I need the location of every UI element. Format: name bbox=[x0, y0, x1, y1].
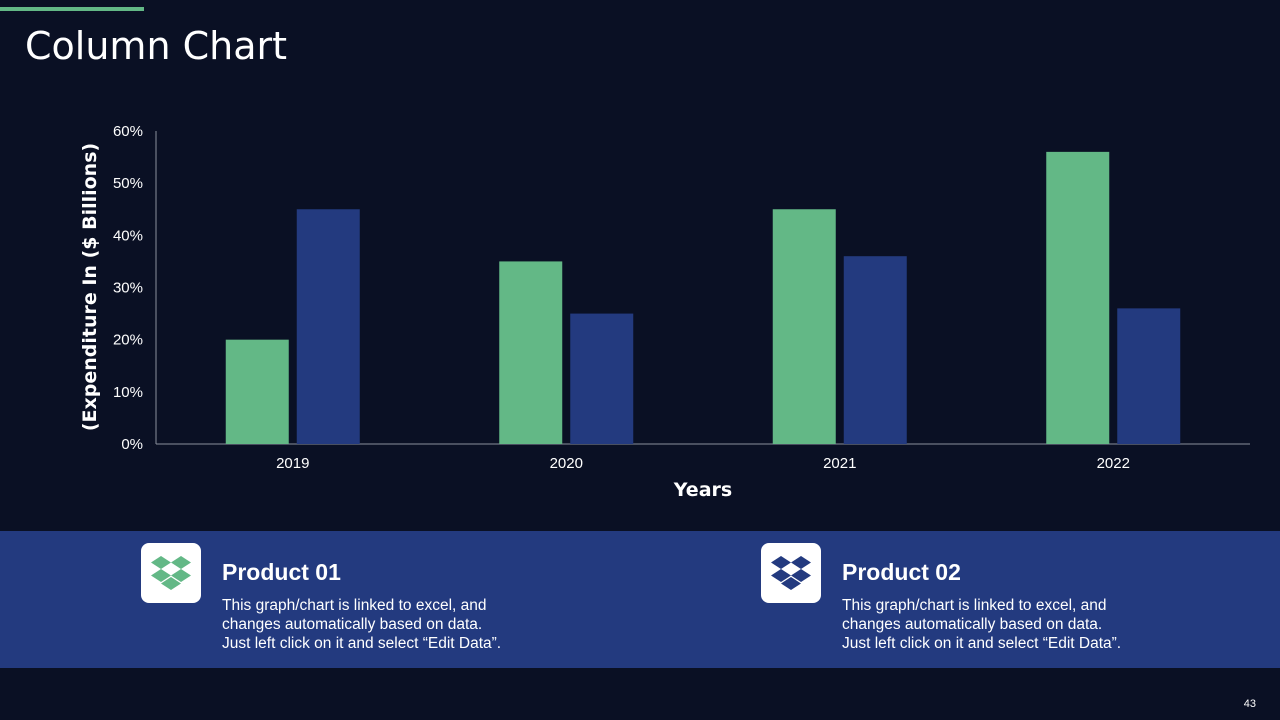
x-axis-title: Years bbox=[673, 479, 732, 501]
product-01-desc-line: This graph/chart is linked to excel, and bbox=[222, 597, 487, 614]
y-tick-label: 50% bbox=[113, 175, 143, 192]
product-02-desc-line: Just left click on it and select “Edit D… bbox=[842, 635, 1122, 652]
product-02-desc-line: changes automatically based on data. bbox=[842, 616, 1103, 633]
product-02-icon-box bbox=[761, 543, 821, 603]
product-02-title: Product 02 bbox=[842, 559, 961, 585]
y-tick-label: 30% bbox=[113, 280, 143, 297]
bars bbox=[225, 151, 1181, 444]
y-tick-label: 60% bbox=[113, 123, 143, 140]
x-tick-label: 2022 bbox=[1097, 455, 1130, 472]
y-tick-label: 0% bbox=[121, 436, 143, 453]
product-01-desc-line: changes automatically based on data. bbox=[222, 616, 483, 633]
bar-2019-series-1[interactable] bbox=[225, 339, 289, 444]
x-tick-label: 2020 bbox=[550, 455, 583, 472]
y-axis-ticks: 0% 10% 20% 30% 40% 50% 60% bbox=[113, 123, 143, 453]
y-tick-label: 40% bbox=[113, 227, 143, 244]
product-02-description: This graph/chart is linked to excel, and… bbox=[842, 596, 1162, 653]
dropbox-icon bbox=[151, 556, 191, 590]
bar-2022-series-1[interactable] bbox=[1046, 151, 1110, 444]
products-band: Product 01 This graph/chart is linked to… bbox=[0, 531, 1280, 668]
product-01-title: Product 01 bbox=[222, 559, 341, 585]
bar-2021-series-2[interactable] bbox=[843, 256, 907, 444]
title-accent-line bbox=[0, 7, 144, 11]
product-02-desc-line: This graph/chart is linked to excel, and bbox=[842, 597, 1107, 614]
x-tick-label: 2021 bbox=[823, 455, 856, 472]
y-tick-label: 10% bbox=[113, 384, 143, 401]
slide-title: Column Chart bbox=[25, 24, 288, 68]
bar-2019-series-2[interactable] bbox=[296, 209, 360, 444]
product-01-description: This graph/chart is linked to excel, and… bbox=[222, 596, 542, 653]
y-axis-title: (Expenditure In ($ Billions) bbox=[79, 143, 101, 431]
dropbox-icon bbox=[771, 556, 811, 590]
bar-2020-series-1[interactable] bbox=[499, 261, 563, 444]
product-01-icon-box bbox=[141, 543, 201, 603]
bar-2020-series-2[interactable] bbox=[570, 313, 634, 444]
y-tick-label: 20% bbox=[113, 332, 143, 349]
x-tick-label: 2019 bbox=[276, 455, 309, 472]
bar-2022-series-2[interactable] bbox=[1117, 308, 1181, 444]
x-axis-ticks: 2019 2020 2021 2022 bbox=[276, 455, 1130, 472]
product-01-desc-line: Just left click on it and select “Edit D… bbox=[222, 635, 502, 652]
page-number: 43 bbox=[1243, 698, 1256, 710]
bar-2021-series-1[interactable] bbox=[772, 209, 836, 444]
column-chart[interactable]: 0% 10% 20% 30% 40% 50% 60% 2019 2020 2021 2022 Ye… bbox=[0, 0, 1280, 520]
